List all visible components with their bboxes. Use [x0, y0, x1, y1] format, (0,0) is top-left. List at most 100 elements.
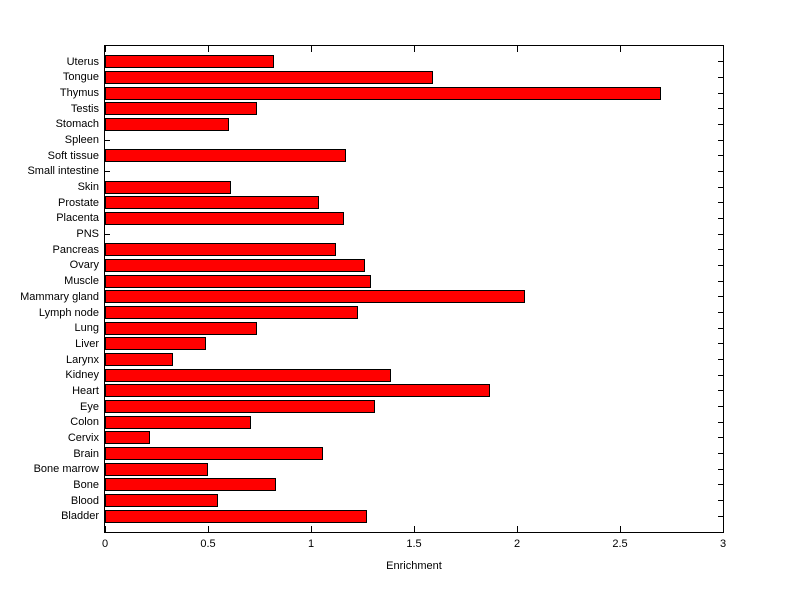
- y-tick-right: [718, 61, 723, 63]
- x-tick-top: [414, 46, 415, 52]
- bar: [105, 180, 231, 194]
- x-tick-top: [105, 46, 106, 52]
- bar: [105, 70, 433, 84]
- x-tick-bottom: [105, 526, 106, 532]
- y-tick-right: [718, 468, 723, 470]
- y-tick-right: [718, 296, 723, 298]
- category-label: Liver: [75, 337, 99, 350]
- x-tick-label: 1: [307, 538, 315, 550]
- bar: [105, 243, 336, 257]
- x-tick-bottom: [414, 526, 415, 532]
- y-tick-right: [718, 421, 723, 423]
- y-tick-right: [718, 186, 723, 188]
- x-axis-title: Enrichment: [386, 560, 442, 572]
- x-tick-bottom: [620, 526, 621, 532]
- category-label: Colon: [70, 416, 99, 429]
- y-tick-right: [718, 108, 723, 110]
- y-tick-right: [718, 249, 723, 251]
- bar: [105, 384, 490, 398]
- y-tick-right: [718, 312, 723, 314]
- bar: [105, 321, 257, 335]
- category-axis: Uterus Tongue Thymus Testis Stomach Spleen Sof…: [0, 45, 99, 533]
- bar: [105, 494, 218, 508]
- bar: [105, 211, 344, 225]
- x-tick-label: 1.5: [406, 538, 422, 550]
- y-tick-right: [718, 437, 723, 439]
- bar: [105, 368, 391, 382]
- y-tick-left: [105, 170, 110, 172]
- bar: [105, 196, 319, 210]
- category-label: Bone: [73, 478, 99, 491]
- y-tick-right: [718, 264, 723, 266]
- category-label: Bladder: [61, 510, 99, 523]
- x-tick-top: [723, 46, 724, 52]
- category-label: Lymph node: [38, 306, 99, 319]
- x-tick-top: [620, 46, 621, 52]
- y-tick-left: [105, 233, 110, 235]
- y-tick-right: [718, 374, 723, 376]
- category-label: Lung: [74, 322, 99, 335]
- bar: [105, 86, 661, 100]
- plot-area: [104, 45, 724, 533]
- category-label: Kidney: [65, 369, 99, 382]
- category-label: Small intestine: [27, 165, 99, 178]
- x-tick-bottom: [723, 526, 724, 532]
- category-label: Tongue: [62, 71, 99, 84]
- bar: [105, 117, 229, 131]
- y-tick-right: [718, 123, 723, 125]
- y-tick-right: [718, 155, 723, 157]
- x-tick-top: [517, 46, 518, 52]
- bar: [105, 258, 365, 272]
- category-label: Muscle: [64, 275, 99, 288]
- y-tick-right: [718, 76, 723, 78]
- bar: [105, 447, 323, 461]
- bar: [105, 509, 367, 523]
- y-tick-right: [718, 139, 723, 141]
- y-tick-right: [718, 202, 723, 204]
- category-label: Blood: [70, 494, 99, 507]
- category-label: Larynx: [65, 353, 99, 366]
- bar: [105, 306, 358, 320]
- y-tick-right: [718, 280, 723, 282]
- category-label: Brain: [73, 447, 99, 460]
- category-label: Placenta: [56, 212, 99, 225]
- y-tick-right: [718, 343, 723, 345]
- category-label: Uterus: [66, 55, 99, 68]
- category-label: Heart: [72, 384, 99, 397]
- category-label: Pancreas: [52, 243, 99, 256]
- bar: [105, 337, 206, 351]
- x-tick-bottom: [208, 526, 209, 532]
- y-tick-right: [718, 217, 723, 219]
- bar: [105, 431, 150, 445]
- y-tick-right: [718, 92, 723, 94]
- y-tick-right: [718, 327, 723, 329]
- x-tick-label: 2.5: [612, 538, 628, 550]
- category-label: Thymus: [59, 87, 99, 100]
- x-tick-top: [208, 46, 209, 52]
- bar: [105, 149, 346, 163]
- x-tick-label: 3: [719, 538, 727, 550]
- y-tick-right: [718, 484, 723, 486]
- y-tick-right: [718, 406, 723, 408]
- x-tick-label: 0: [101, 538, 109, 550]
- x-tick-bottom: [311, 526, 312, 532]
- y-tick-right: [718, 500, 723, 502]
- x-tick-label: 0.5: [200, 538, 216, 550]
- category-label: Spleen: [64, 134, 99, 147]
- category-label: Stomach: [55, 118, 99, 131]
- bar: [105, 55, 274, 69]
- category-label: Testis: [70, 102, 99, 115]
- x-tick-bottom: [517, 526, 518, 532]
- category-label: Bone marrow: [33, 463, 99, 476]
- y-tick-right: [718, 390, 723, 392]
- y-tick-right: [718, 515, 723, 517]
- bar: [105, 478, 276, 492]
- bar: [105, 415, 251, 429]
- category-label: Skin: [77, 181, 99, 194]
- category-label: Mammary gland: [20, 290, 99, 303]
- y-tick-right: [718, 233, 723, 235]
- x-tick-label: 2: [513, 538, 521, 550]
- y-tick-right: [718, 359, 723, 361]
- x-tick-top: [311, 46, 312, 52]
